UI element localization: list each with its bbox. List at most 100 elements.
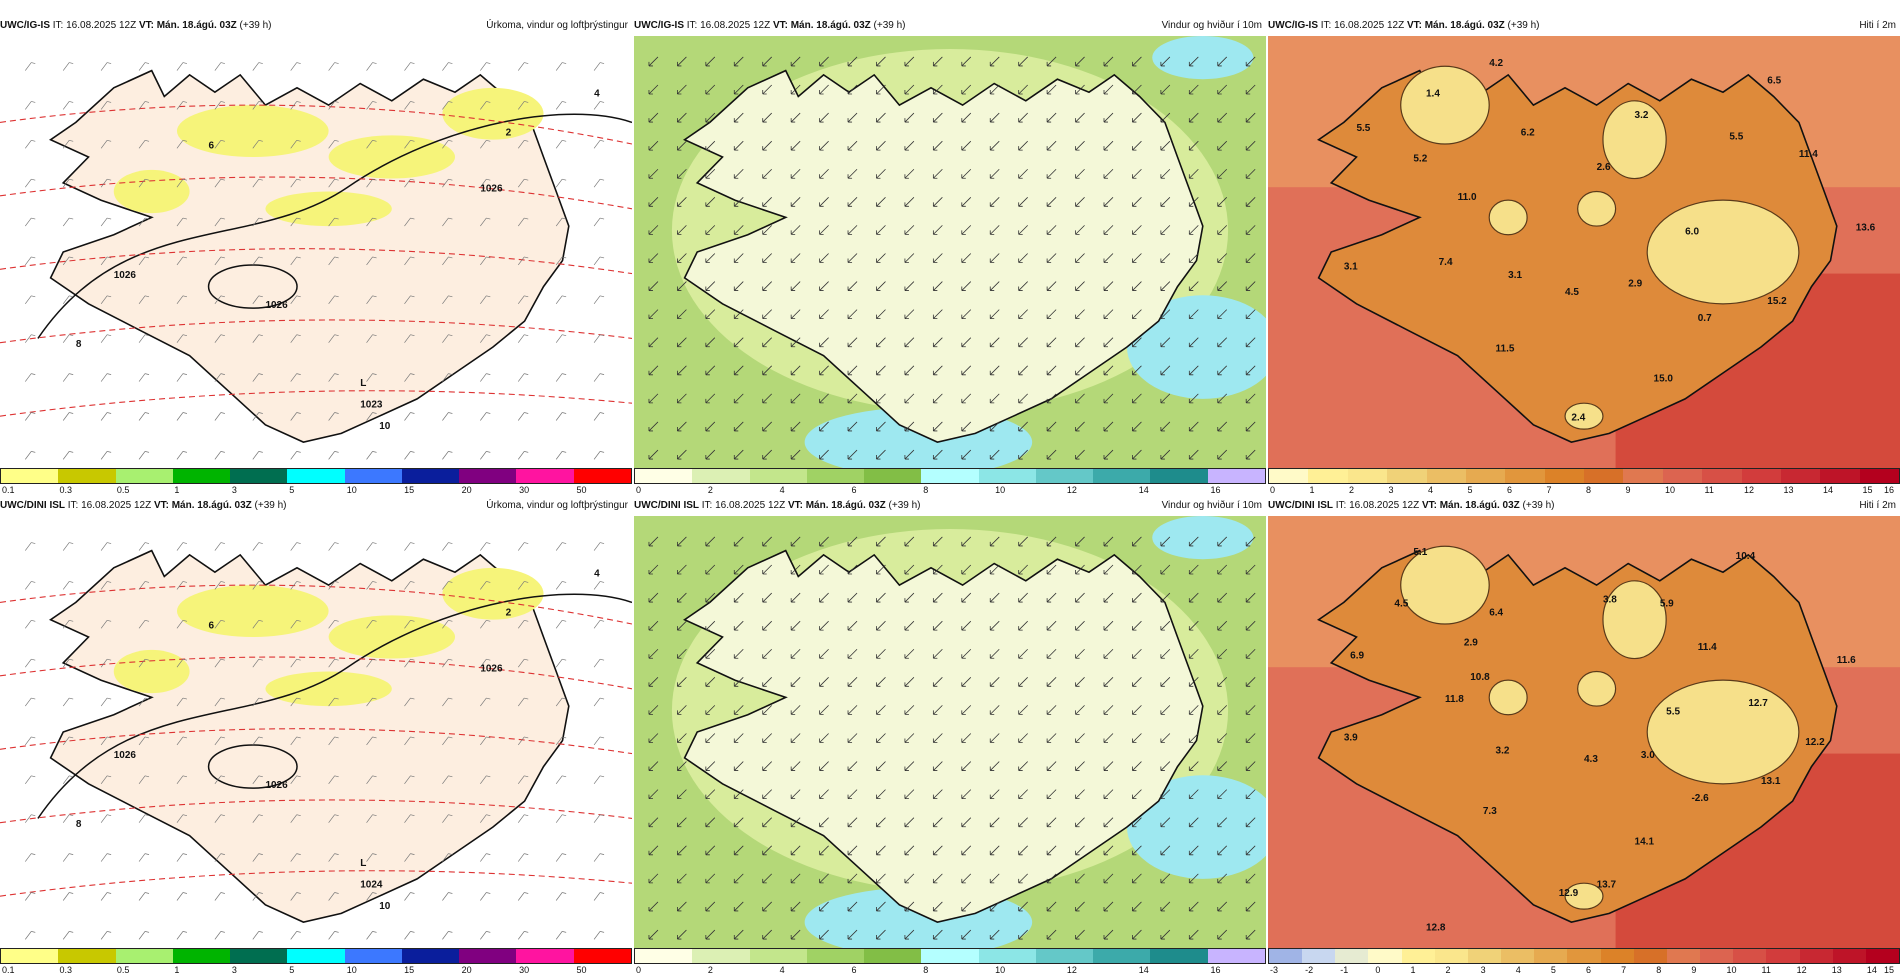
- lead-time: (+39 h): [236, 19, 272, 31]
- lead-time: (+39 h): [251, 499, 287, 511]
- color-scale-tick-label: 12: [1796, 965, 1807, 975]
- lead-time: (+39 h): [1519, 499, 1555, 511]
- map-canvas[interactable]: [634, 516, 1266, 948]
- wind-arrow: [1018, 592, 1028, 603]
- wind-arrow: [1046, 56, 1057, 67]
- wind-barb: [290, 892, 301, 901]
- map-value-label: 15.2: [1767, 296, 1787, 307]
- color-scale-swatch: [459, 949, 517, 963]
- wind-barb: [517, 139, 529, 149]
- wind-arrow: [1075, 817, 1085, 828]
- wind-barb: [214, 334, 225, 343]
- color-scale-tick-label: 15: [404, 965, 415, 975]
- wind-arrow: [733, 337, 744, 348]
- wind-barb: [25, 334, 36, 343]
- wind-arrow: [961, 253, 972, 263]
- wind-arrow: [1018, 733, 1028, 743]
- wind-barb: [100, 178, 112, 188]
- wind-arrow: [904, 140, 915, 151]
- wind-barb: [138, 62, 150, 71]
- wind-arrow: [932, 309, 943, 320]
- wind-barb: [593, 581, 605, 590]
- wind-arrow: [1103, 536, 1114, 547]
- wind-arrow: [1046, 253, 1057, 263]
- color-scale-tick-label: 11: [1704, 485, 1714, 495]
- wind-barb: [138, 775, 150, 785]
- panel-title: Úrkoma, vindur og loftþrýstingur: [486, 499, 628, 511]
- wind-arrow: [1132, 817, 1142, 828]
- wind-arrow: [847, 677, 858, 687]
- map-canvas[interactable]: 5.1 10.4 4.5 6.4 3.8 5.9 2.9 11.4 6.9 10.8 11.6 11.…: [1268, 516, 1900, 948]
- wind-barb: [404, 412, 415, 421]
- wind-arrow: [1075, 421, 1085, 432]
- wind-arrow: [1018, 56, 1028, 67]
- wind-arrow: [1075, 873, 1085, 884]
- wind-arrow: [1188, 677, 1199, 687]
- wind-arrow: [876, 281, 886, 291]
- wind-arrow: [1018, 84, 1028, 95]
- wind-arrow: [1103, 873, 1114, 884]
- color-scale-swatch: [1467, 949, 1502, 963]
- wind-barb: [214, 581, 225, 590]
- wind-arrow: [1018, 817, 1028, 828]
- wind-arrow: [1132, 84, 1142, 95]
- wind-barb: [480, 451, 491, 460]
- color-scale-tick-label: 14: [1823, 485, 1834, 495]
- color-scale-swatch: [1, 469, 59, 483]
- wind-barb: [100, 853, 112, 862]
- wind-arrow: [1132, 620, 1142, 631]
- wind-arrow: [762, 761, 773, 771]
- color-scale-tick-label: 1: [1309, 485, 1315, 495]
- wind-barb: [100, 658, 112, 668]
- wind-barb: [480, 658, 491, 668]
- wind-barb: [62, 931, 74, 940]
- wind-arrow: [648, 733, 659, 743]
- wind-arrow: [677, 620, 687, 631]
- lead-time: (+39 h): [870, 19, 906, 31]
- wind-arrow: [1018, 168, 1028, 179]
- wind-arrow: [762, 197, 773, 207]
- wind-arrow: [1018, 929, 1028, 940]
- precip-area: [176, 585, 329, 637]
- color-scale-tick-label: 0.5: [116, 965, 130, 975]
- map-value-label: 4.3: [1584, 754, 1598, 765]
- map-canvas[interactable]: L 1023 1026 1026 1026 6 8 10 4 2: [0, 36, 632, 468]
- wind-arrow: [1103, 281, 1114, 291]
- wind-arrow: [1046, 648, 1057, 659]
- color-scale-tick-label: 10: [346, 485, 357, 495]
- wind-arrow: [677, 929, 687, 940]
- wind-barb: [176, 658, 188, 668]
- wind-arrow: [847, 225, 858, 235]
- color-scale-swatch: [1387, 469, 1427, 483]
- map-canvas[interactable]: L 1024 1026 1026 1026 6 8 10 4 2: [0, 516, 632, 948]
- wind-arrow: [876, 225, 886, 235]
- wind-barb: [517, 178, 529, 188]
- panel-header: UWC/DINI ISL IT: 16.08.2025 12Z VT: Mán.…: [1268, 494, 1900, 516]
- wind-barb: [328, 736, 339, 746]
- map-canvas[interactable]: [634, 36, 1266, 468]
- map-canvas[interactable]: 4.2 6.5 1.4 5.5 6.2 3.2 5.5 5.2 2.6 11.4 11.0 6.0 13…: [1268, 36, 1900, 468]
- wind-arrow: [989, 733, 1000, 743]
- wind-arrow: [648, 56, 659, 67]
- wind-barb: [442, 412, 453, 421]
- color-scale-swatch: [573, 469, 631, 483]
- wind-arrow: [1075, 309, 1085, 320]
- color-scale-bar: [1268, 948, 1900, 964]
- color-scale-tick-label: 2: [707, 485, 713, 495]
- wind-barb: [366, 412, 377, 421]
- run-info: UWC/IG-IS IT: 16.08.2025 12Z VT: Mán. 18…: [0, 20, 272, 31]
- wind-arrow: [677, 56, 687, 67]
- wind-arrow: [1160, 845, 1171, 856]
- wind-arrow: [847, 705, 858, 715]
- wind-arrow: [762, 705, 773, 715]
- wind-arrow: [1188, 112, 1199, 123]
- wind-arrow: [790, 536, 801, 547]
- wind-barb: [290, 139, 301, 149]
- color-scale-swatch: [516, 949, 574, 963]
- panel-header: UWC/IG-IS IT: 16.08.2025 12Z VT: Mán. 18…: [1268, 14, 1900, 36]
- wind-arrow: [790, 337, 801, 348]
- wind-arrow: [790, 112, 801, 123]
- wind-arrow: [762, 56, 773, 67]
- color-scale-tick-label: 1: [174, 485, 180, 495]
- wind-barb: [62, 736, 74, 746]
